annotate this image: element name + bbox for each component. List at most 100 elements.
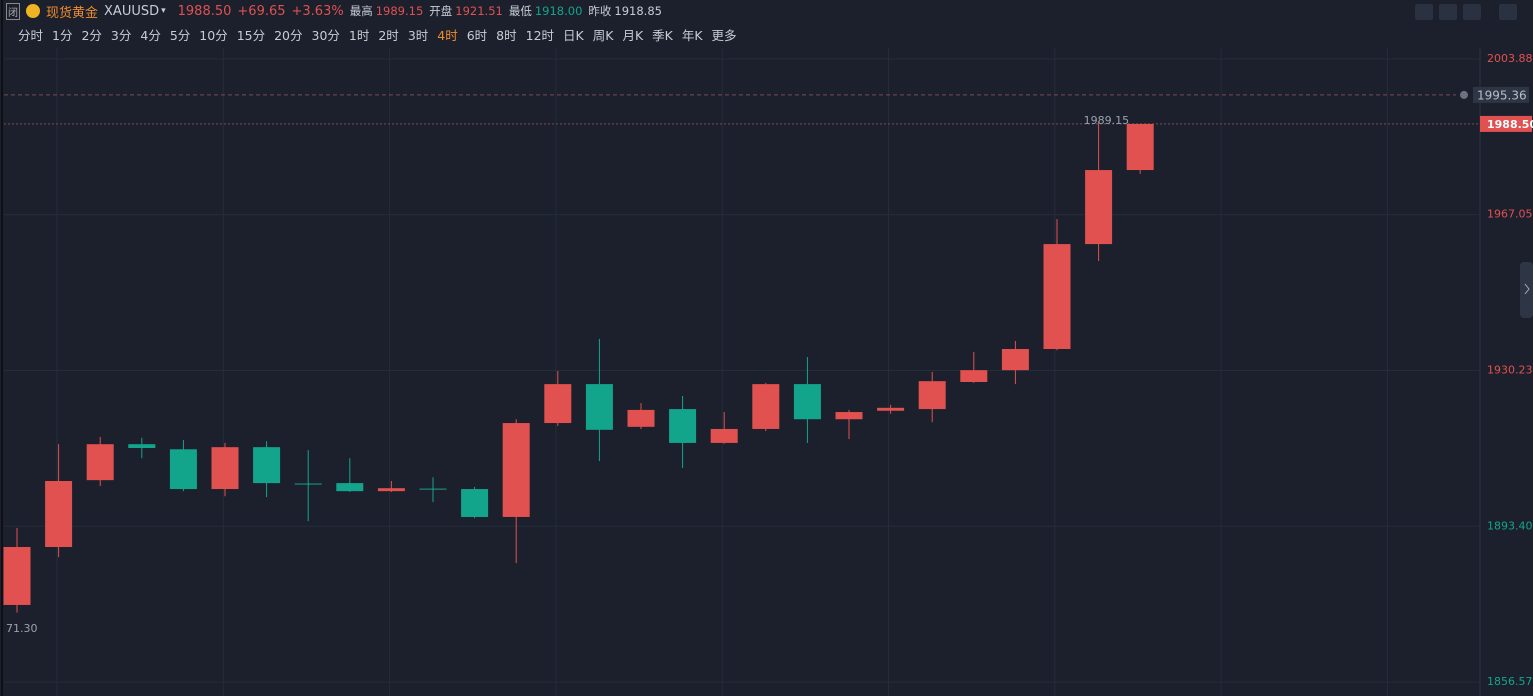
dropdown[interactable]: ▾ bbox=[161, 6, 166, 16]
symbol[interactable]: XAUUSD bbox=[104, 3, 160, 19]
candle bbox=[960, 351, 988, 383]
alert-label: 1995.36 bbox=[1477, 88, 1527, 102]
toolbar bbox=[1415, 4, 1517, 20]
candle bbox=[544, 371, 572, 426]
y-tick-label: 1856.57 bbox=[1487, 675, 1533, 688]
candle bbox=[86, 437, 114, 487]
candle-body bbox=[1126, 123, 1154, 171]
timeframe[interactable]: 日K bbox=[563, 27, 584, 43]
timeframe[interactable]: 3分 bbox=[110, 27, 132, 43]
candle-body bbox=[502, 423, 530, 517]
timeframe[interactable]: 更多 bbox=[711, 27, 737, 43]
stat: 1918.00 bbox=[534, 4, 583, 18]
badge: 闭 bbox=[6, 2, 20, 20]
candle-body bbox=[544, 384, 572, 424]
timeframe[interactable]: 4时 bbox=[437, 27, 458, 43]
timeframe[interactable]: 周K bbox=[592, 27, 614, 43]
candle bbox=[752, 382, 780, 432]
candle bbox=[128, 437, 156, 459]
candle bbox=[835, 409, 863, 440]
name[interactable]: 现货黄金 bbox=[46, 5, 99, 21]
timeframe[interactable]: 2时 bbox=[378, 27, 399, 43]
candle-body bbox=[669, 409, 697, 443]
coin-icon bbox=[26, 4, 40, 18]
candle bbox=[585, 338, 613, 462]
candle-body bbox=[918, 381, 946, 410]
candle bbox=[419, 477, 447, 503]
timeframe[interactable]: 12时 bbox=[525, 27, 555, 43]
candle-body bbox=[86, 444, 114, 481]
candle-body bbox=[627, 409, 655, 427]
stat-label: 开盘 bbox=[429, 4, 453, 18]
candle-body bbox=[585, 384, 613, 430]
candle-body bbox=[835, 412, 863, 420]
timeframe[interactable]: 分时 bbox=[18, 27, 44, 43]
candle bbox=[336, 458, 364, 492]
timeframe[interactable]: 5分 bbox=[169, 27, 191, 43]
tool[interactable] bbox=[1463, 4, 1481, 20]
timeframe[interactable]: 3时 bbox=[407, 27, 429, 43]
candle bbox=[377, 481, 405, 492]
tool[interactable] bbox=[1499, 4, 1517, 20]
tool[interactable] bbox=[1439, 4, 1457, 20]
candle-body bbox=[1001, 349, 1029, 371]
candle-body bbox=[377, 488, 405, 492]
candle bbox=[1085, 121, 1113, 261]
change-pct: +3.63% bbox=[291, 3, 344, 19]
timeframe[interactable]: 15分 bbox=[236, 27, 266, 43]
timeframe[interactable]: 月K bbox=[622, 27, 644, 43]
candle bbox=[3, 527, 31, 613]
timeframe[interactable]: 年K bbox=[681, 27, 703, 43]
candle-body bbox=[294, 483, 322, 485]
timeframes: 分时 1分 2分 3分 4分 5分 10分 15分 20分 30分 1时 2时 3时 4时 6时 8时 12时日… bbox=[18, 25, 737, 43]
timeframe[interactable]: 1时 bbox=[348, 27, 370, 43]
timeframe[interactable]: 6时 bbox=[466, 27, 488, 43]
timeframe[interactable]: 1分 bbox=[52, 27, 73, 43]
price: 1988.50 bbox=[177, 3, 232, 19]
candle-body bbox=[461, 489, 489, 517]
alert-label-bg bbox=[1473, 86, 1529, 103]
candle bbox=[710, 412, 738, 444]
candle bbox=[169, 439, 197, 492]
tool[interactable] bbox=[1415, 4, 1433, 20]
candle bbox=[1043, 219, 1071, 351]
stat: 1921.51 bbox=[455, 4, 503, 18]
stat: 1918.85 bbox=[614, 4, 662, 18]
y-tick-label: 1967.05 bbox=[1487, 208, 1533, 221]
low-marker: 71.30 bbox=[6, 622, 38, 635]
candle bbox=[211, 442, 239, 497]
timeframe[interactable]: 10分 bbox=[199, 27, 228, 43]
candle-body bbox=[336, 483, 364, 492]
timeframe[interactable]: 季K bbox=[652, 27, 673, 43]
candle bbox=[294, 450, 322, 522]
bell-icon bbox=[1460, 90, 1468, 99]
candle bbox=[918, 371, 946, 423]
candle bbox=[669, 395, 697, 468]
candle-body bbox=[169, 449, 197, 490]
candle bbox=[1001, 340, 1029, 385]
change: +69.65 bbox=[237, 3, 286, 19]
candle-body bbox=[710, 428, 738, 443]
stat-label: 昨收 bbox=[588, 4, 612, 18]
candle bbox=[253, 441, 281, 498]
candle-body bbox=[1043, 244, 1071, 349]
candle bbox=[1126, 123, 1154, 174]
last-price-bg bbox=[1480, 115, 1532, 132]
side-tab bbox=[1520, 262, 1533, 318]
timeframe[interactable]: 8时 bbox=[496, 27, 517, 43]
y-tick-label: 1893.40 bbox=[1487, 519, 1533, 532]
last-price-label: 1988.50 bbox=[1487, 118, 1533, 131]
timeframe[interactable]: 4分 bbox=[140, 27, 161, 43]
stat-label: 最低 bbox=[508, 4, 532, 18]
candle-body bbox=[3, 547, 31, 605]
candle-body bbox=[45, 481, 73, 547]
candle bbox=[627, 403, 655, 429]
candle bbox=[461, 486, 489, 519]
candle bbox=[502, 419, 530, 564]
timeframe[interactable]: 30分 bbox=[311, 27, 340, 43]
quote-bar: 闭 现货黄金 XAUUSD ▾ 1988.50 +69.65 +3.63% 最高 1… bbox=[6, 2, 662, 21]
timeframe[interactable]: 2分 bbox=[81, 27, 102, 43]
timeframe[interactable]: 20分 bbox=[274, 27, 303, 43]
